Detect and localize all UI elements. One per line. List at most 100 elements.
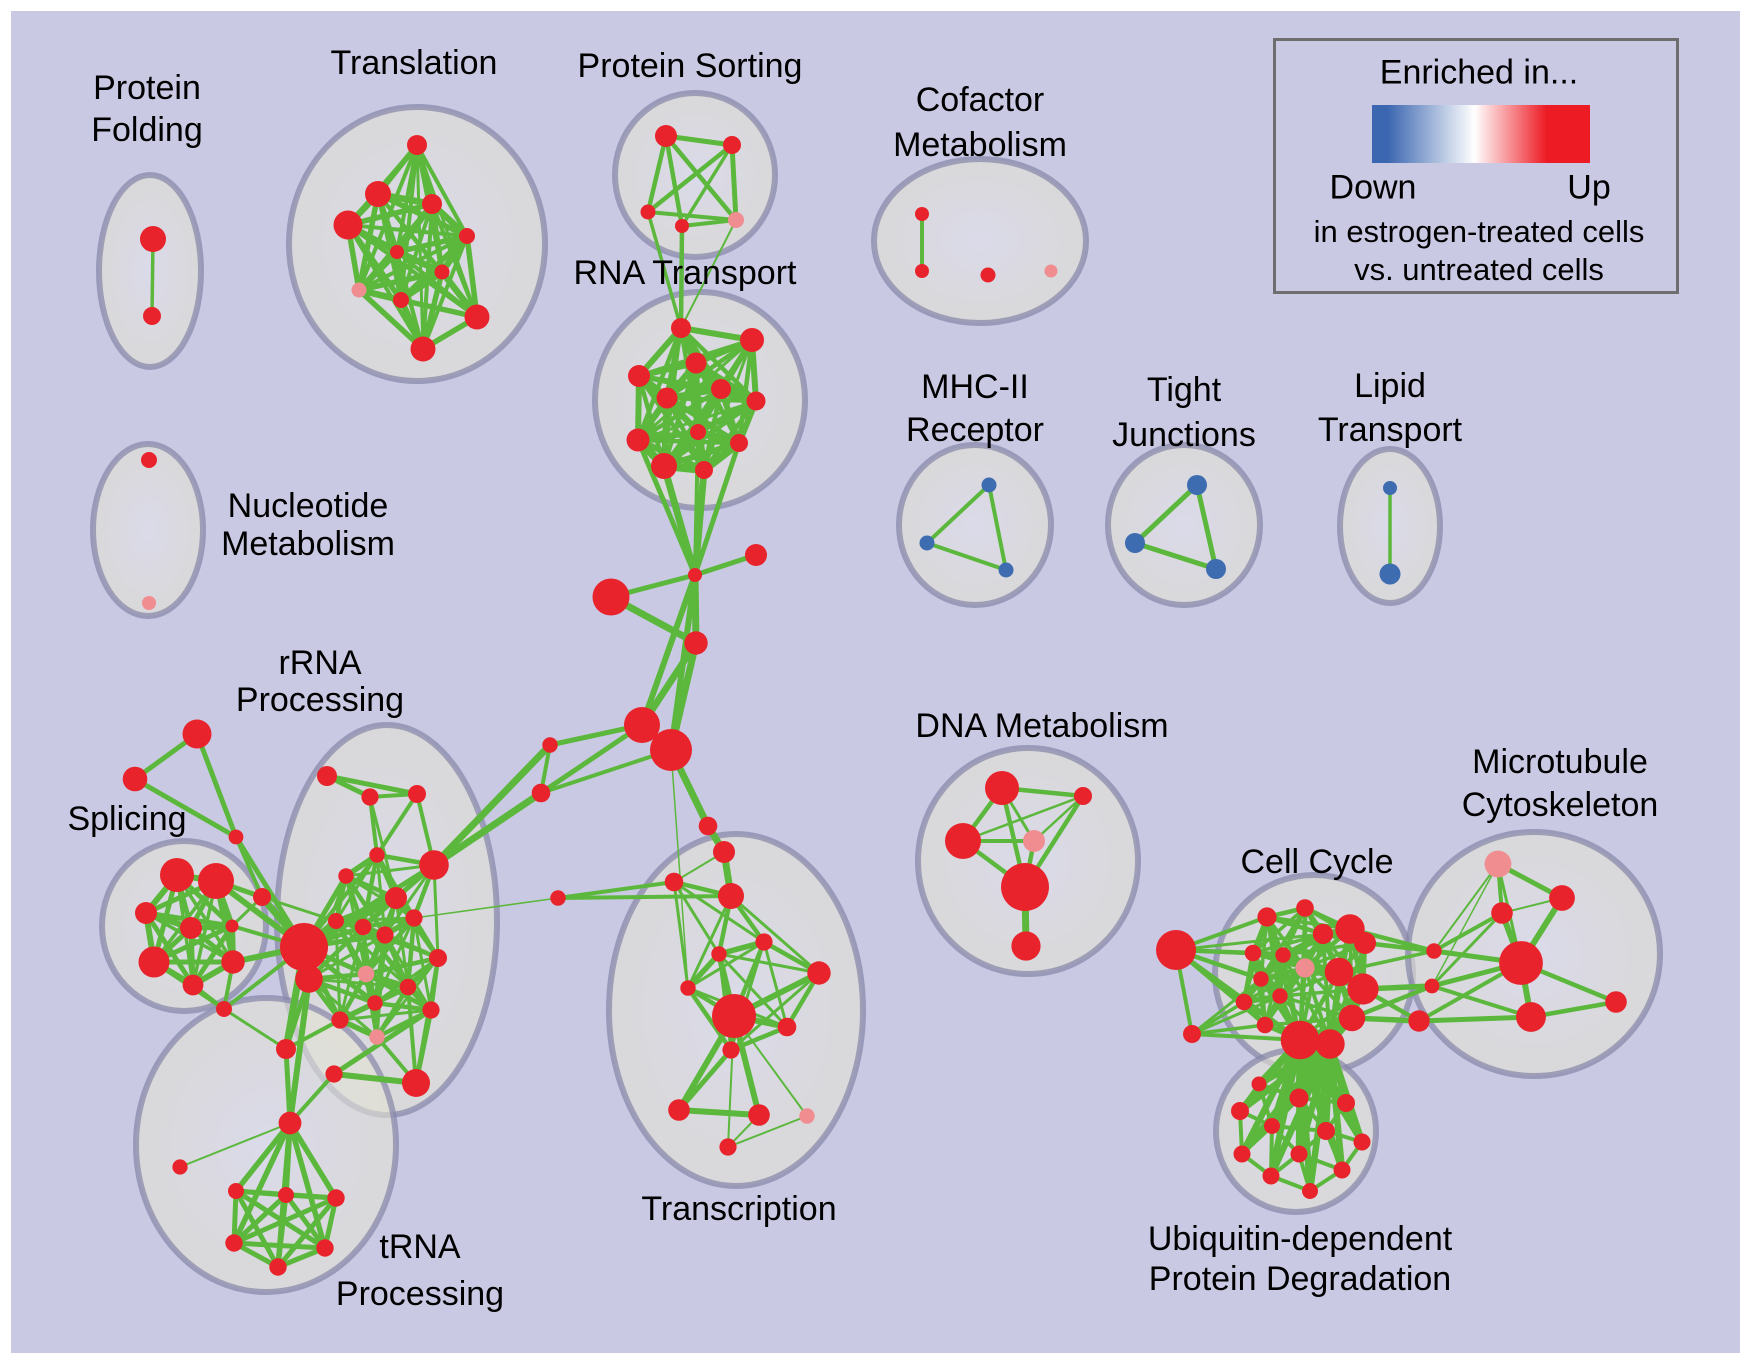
- node[interactable]: [407, 135, 427, 155]
- node[interactable]: [376, 926, 394, 944]
- node[interactable]: [405, 909, 423, 927]
- node[interactable]: [650, 729, 692, 771]
- node[interactable]: [278, 1111, 302, 1135]
- node[interactable]: [1244, 944, 1262, 962]
- node[interactable]: [434, 264, 450, 280]
- node[interactable]: [685, 352, 707, 374]
- node[interactable]: [327, 1189, 345, 1207]
- node[interactable]: [626, 428, 650, 452]
- node[interactable]: [135, 902, 157, 924]
- node[interactable]: [278, 1187, 294, 1203]
- node[interactable]: [1315, 1029, 1345, 1059]
- node[interactable]: [419, 850, 449, 880]
- node[interactable]: [1353, 1133, 1371, 1151]
- node[interactable]: [671, 318, 691, 338]
- node[interactable]: [464, 304, 490, 330]
- node[interactable]: [998, 562, 1014, 578]
- node[interactable]: [1044, 264, 1058, 278]
- node[interactable]: [915, 207, 929, 221]
- node[interactable]: [640, 204, 656, 220]
- node[interactable]: [228, 1183, 244, 1199]
- node[interactable]: [1187, 475, 1207, 495]
- node[interactable]: [728, 212, 744, 228]
- node[interactable]: [459, 228, 475, 244]
- node[interactable]: [172, 1159, 188, 1175]
- node[interactable]: [1262, 1167, 1280, 1185]
- node[interactable]: [1011, 931, 1041, 961]
- node[interactable]: [1280, 1020, 1320, 1060]
- node[interactable]: [225, 1234, 243, 1252]
- node[interactable]: [624, 707, 660, 743]
- node[interactable]: [1379, 563, 1401, 585]
- node[interactable]: [1295, 958, 1315, 978]
- node[interactable]: [718, 883, 744, 909]
- node[interactable]: [711, 379, 731, 399]
- node[interactable]: [1289, 1088, 1309, 1108]
- node[interactable]: [1426, 943, 1442, 959]
- node[interactable]: [1206, 559, 1226, 579]
- node[interactable]: [143, 307, 161, 325]
- node[interactable]: [410, 336, 436, 362]
- node[interactable]: [325, 1065, 343, 1083]
- node[interactable]: [317, 766, 337, 786]
- node[interactable]: [1317, 1122, 1335, 1140]
- node[interactable]: [651, 453, 677, 479]
- node[interactable]: [755, 933, 773, 951]
- node[interactable]: [746, 391, 766, 411]
- node[interactable]: [1333, 1161, 1351, 1179]
- node[interactable]: [1156, 930, 1196, 970]
- node[interactable]: [698, 816, 718, 836]
- node[interactable]: [361, 788, 379, 806]
- node[interactable]: [354, 918, 372, 936]
- node[interactable]: [1183, 1025, 1201, 1043]
- node[interactable]: [365, 181, 391, 207]
- node[interactable]: [1251, 1076, 1267, 1092]
- node[interactable]: [628, 365, 650, 387]
- node[interactable]: [385, 887, 407, 909]
- node[interactable]: [1001, 863, 1049, 911]
- node[interactable]: [269, 1258, 287, 1276]
- node[interactable]: [253, 888, 271, 906]
- node[interactable]: [408, 785, 426, 803]
- node[interactable]: [713, 841, 735, 863]
- node[interactable]: [1264, 1118, 1280, 1134]
- node[interactable]: [675, 219, 689, 233]
- node[interactable]: [422, 194, 442, 214]
- node[interactable]: [221, 950, 245, 974]
- node[interactable]: [1424, 978, 1440, 994]
- node[interactable]: [1605, 991, 1627, 1013]
- node[interactable]: [664, 872, 684, 892]
- node[interactable]: [369, 1029, 385, 1045]
- node[interactable]: [550, 890, 566, 906]
- node[interactable]: [276, 1039, 296, 1059]
- node[interactable]: [1347, 973, 1379, 1005]
- node[interactable]: [140, 226, 166, 252]
- node[interactable]: [684, 631, 708, 655]
- node[interactable]: [182, 719, 212, 749]
- node[interactable]: [1256, 1016, 1274, 1034]
- node[interactable]: [1312, 923, 1334, 945]
- node[interactable]: [719, 1138, 737, 1156]
- node[interactable]: [1337, 1094, 1355, 1112]
- node[interactable]: [357, 965, 375, 983]
- node[interactable]: [369, 847, 385, 863]
- node[interactable]: [1324, 957, 1354, 987]
- node[interactable]: [745, 544, 767, 566]
- node[interactable]: [180, 917, 202, 939]
- node[interactable]: [402, 1069, 430, 1097]
- node[interactable]: [1549, 885, 1575, 911]
- node[interactable]: [723, 136, 741, 154]
- node[interactable]: [422, 1001, 440, 1019]
- node[interactable]: [141, 452, 157, 468]
- node[interactable]: [1125, 533, 1145, 553]
- node[interactable]: [198, 863, 234, 899]
- node[interactable]: [690, 424, 706, 440]
- node[interactable]: [1408, 1010, 1430, 1032]
- node[interactable]: [1354, 932, 1376, 954]
- node[interactable]: [695, 461, 713, 479]
- node[interactable]: [1272, 988, 1288, 1004]
- node[interactable]: [1491, 902, 1513, 924]
- node[interactable]: [592, 578, 630, 616]
- node[interactable]: [985, 771, 1019, 805]
- node[interactable]: [328, 913, 344, 929]
